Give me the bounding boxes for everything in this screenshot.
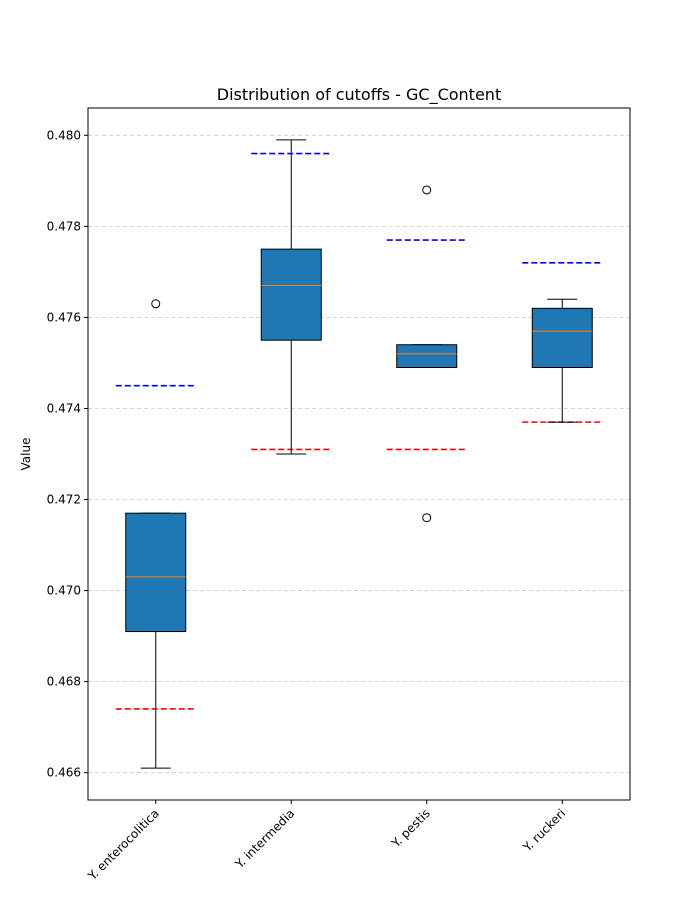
- box-group: [260, 139, 322, 455]
- x-tick-label: Y. pestis: [388, 806, 433, 851]
- box-group: [531, 298, 593, 423]
- box-iqr: [531, 307, 593, 369]
- y-tick-label: 0.472: [47, 493, 81, 507]
- y-tick-label: 0.470: [47, 584, 81, 598]
- outlier-point: [422, 185, 432, 195]
- outlier-point: [422, 513, 432, 523]
- y-tick-label: 0.474: [47, 401, 81, 415]
- y-tick-label: 0.476: [47, 310, 81, 324]
- x-tick-label: Y. intermedia: [232, 806, 298, 872]
- y-tick-label: 0.480: [47, 128, 81, 142]
- box-iqr: [396, 344, 458, 369]
- y-tick-label: 0.478: [47, 219, 81, 233]
- x-tick-label: Y. enterocolitica: [85, 806, 162, 883]
- box-iqr: [260, 248, 322, 341]
- boxes: [125, 139, 593, 769]
- y-axis-ticks: 0.466 0.468 0.470 0.472 0.474 0.476 0.478 0.480: [47, 128, 88, 780]
- y-tick-label: 0.468: [47, 675, 81, 689]
- box-group: [396, 185, 458, 523]
- x-axis-ticks: Y. enterocolitica Y. intermedia Y. pestis Y…: [85, 800, 569, 883]
- grid-lines: [88, 134, 630, 774]
- box-iqr: [125, 512, 187, 633]
- box-group: [125, 299, 187, 769]
- y-tick-label: 0.466: [47, 766, 81, 780]
- x-tick-label: Y. ruckeri: [520, 806, 569, 855]
- chart-title: Distribution of cutoffs - GC_Content: [217, 85, 501, 105]
- y-axis-label: Value: [19, 438, 33, 471]
- plot-frame: [87, 107, 631, 801]
- outlier-point: [151, 299, 161, 309]
- cutoff-lines: [115, 152, 603, 710]
